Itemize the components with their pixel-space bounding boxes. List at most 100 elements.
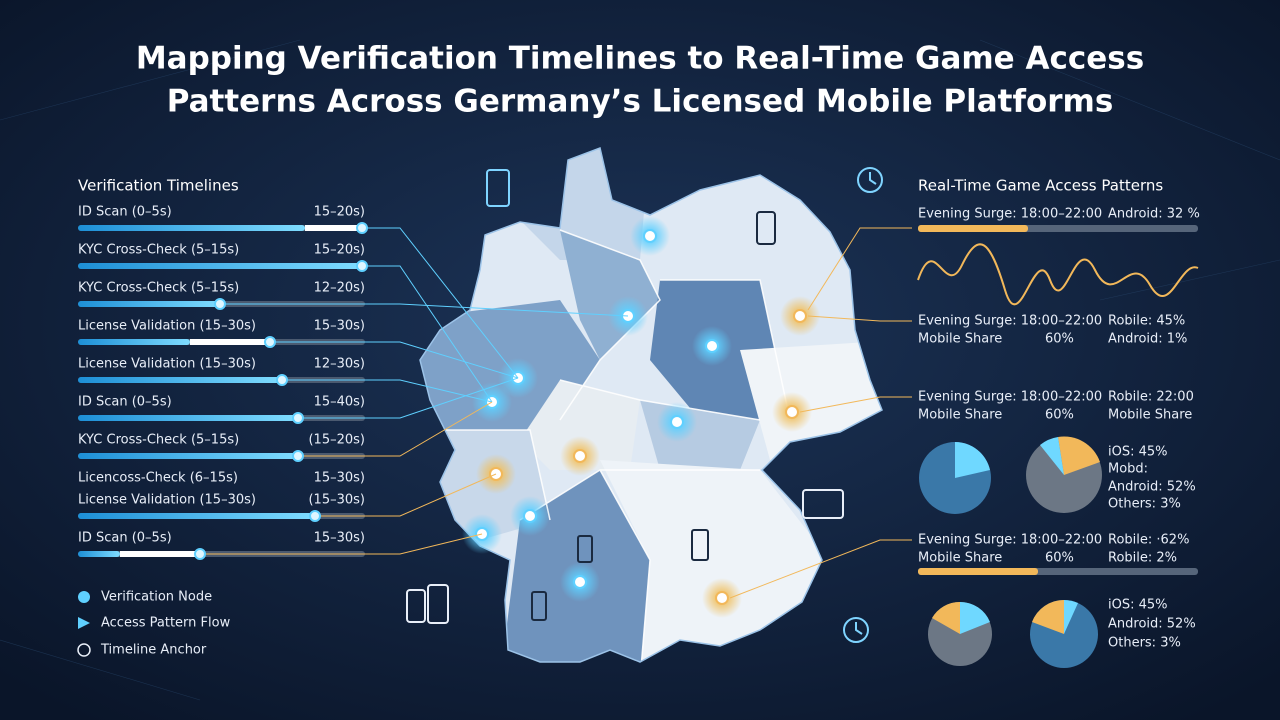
bar-fill [78, 453, 298, 459]
window-label: Evening Surge: 18:00–22:00 [918, 390, 1102, 405]
timeline-label: KYC Cross-Check (5–15s) [78, 281, 239, 296]
timeline-range: 15–40s) [314, 395, 365, 410]
device-icons [406, 167, 883, 643]
share-value: 60% [1045, 332, 1074, 347]
node [573, 575, 587, 589]
access-panel: Real-Time Game Access Patterns Evening S… [729, 177, 1200, 668]
bar-fill [78, 263, 362, 269]
node [785, 405, 799, 419]
bar-knob [356, 260, 368, 272]
pie-legend-label: Others: 3% [1108, 497, 1181, 512]
timeline-range: 12–30s) [314, 357, 365, 372]
node [670, 415, 684, 429]
timeline-label: KYC Cross-Check (5–15s) [78, 243, 239, 258]
verification-panel: Verification Timelines ID Scan (0–5s) 15–… [78, 177, 629, 560]
bar-highlight [305, 225, 362, 231]
bar-knob [292, 450, 304, 462]
legend-icon [77, 643, 91, 657]
bar-knob [356, 222, 368, 234]
stat-label: Robile: ·62% [1108, 533, 1189, 548]
timeline-range: 15–30s) [314, 319, 365, 334]
timeline-range: (15–30s) [308, 493, 365, 508]
bar-fill [918, 225, 1028, 232]
connector [288, 379, 493, 403]
bar-fill [78, 377, 282, 383]
legend-label: Timeline Anchor [100, 643, 207, 658]
timeline-range: 15–20s) [314, 205, 365, 220]
timeline-label: Licencoss-Check (6–15s) [78, 471, 238, 486]
window-label: Evening Surge: 18:00–22:00 [918, 533, 1102, 548]
connector [807, 315, 912, 322]
bar-highlight [120, 551, 200, 557]
connector [368, 227, 519, 379]
connector [368, 265, 493, 403]
pie-legend-label: Mobd: [1108, 462, 1148, 477]
connector [807, 227, 912, 311]
timeline-range: 15–30s) [314, 471, 365, 486]
timeline-range: 12–20s) [314, 281, 365, 296]
bar-highlight [190, 339, 270, 345]
legend: Verification Node Access Pattern Flow Ti… [77, 590, 231, 658]
pie-legend-label: Android: 52% [1108, 480, 1196, 495]
timeline-label: ID Scan (0–5s) [78, 531, 172, 546]
panel-heading: Verification Timelines [78, 177, 239, 195]
bar-fill [78, 301, 220, 307]
bar-fill [78, 339, 190, 345]
timeline-label: License Validation (15–30s) [78, 493, 256, 508]
pies [919, 436, 1102, 668]
bar-fill [78, 513, 315, 519]
bar-fill [78, 551, 120, 557]
stat-label: Mobile Share [1108, 408, 1192, 423]
timeline-label: License Validation (15–30s) [78, 319, 256, 334]
connector [321, 473, 497, 517]
node [523, 509, 537, 523]
panel-heading: Real-Time Game Access Patterns [918, 177, 1163, 195]
title: Patterns Across Germany’s Licensed Mobil… [167, 84, 1114, 120]
window-label: Evening Surge: 18:00–22:00 [918, 314, 1102, 329]
share-label: Mobile Share [918, 408, 1002, 423]
timeline-range: 15–30s) [314, 531, 365, 546]
share-label: Mobile Share [918, 332, 1002, 347]
timeline-label: ID Scan (0–5s) [78, 395, 172, 410]
share-label: Mobile Share [918, 551, 1002, 566]
bar-knob [292, 412, 304, 424]
bar-knob [264, 336, 276, 348]
stat-label: Robile: 2% [1108, 551, 1177, 566]
legend-label: Access Pattern Flow [101, 616, 231, 631]
legend-icon [78, 591, 90, 603]
stat-label: Android: 1% [1108, 332, 1187, 347]
stat-label: Android: 32 % [1108, 207, 1200, 222]
connector [799, 396, 912, 413]
window-label: Evening Surge: 18:00–22:00 [918, 207, 1102, 222]
legend-label: Verification Node [101, 590, 212, 605]
node [643, 229, 657, 243]
bar-fill [918, 568, 1038, 575]
share-value: 60% [1045, 408, 1074, 423]
bar-knob [214, 298, 226, 310]
stat-label: Robile: 45% [1108, 314, 1185, 329]
wave [917, 243, 1199, 306]
timeline-range: (15–20s) [308, 433, 365, 448]
pie-legend-label: Android: 52% [1108, 617, 1196, 632]
map-outline [419, 146, 883, 663]
node [793, 309, 807, 323]
bar-fill [78, 225, 305, 231]
node [573, 449, 587, 463]
node [715, 591, 729, 605]
title: Mapping Verification Timelines to Real-T… [136, 41, 1144, 77]
timeline-label: License Validation (15–30s) [78, 357, 256, 372]
pie-legend-label: iOS: 45% [1108, 598, 1168, 613]
connector [304, 377, 519, 419]
connector [276, 341, 519, 379]
connector [226, 303, 629, 317]
connector [206, 533, 483, 555]
node [705, 339, 719, 353]
network-lines [0, 39, 1280, 701]
timeline-label: ID Scan (0–5s) [78, 205, 172, 220]
timeline-range: 15–20s) [314, 243, 365, 258]
pie-legend-label: iOS: 45% [1108, 445, 1168, 460]
connector [729, 539, 912, 599]
bar-knob [194, 548, 206, 560]
